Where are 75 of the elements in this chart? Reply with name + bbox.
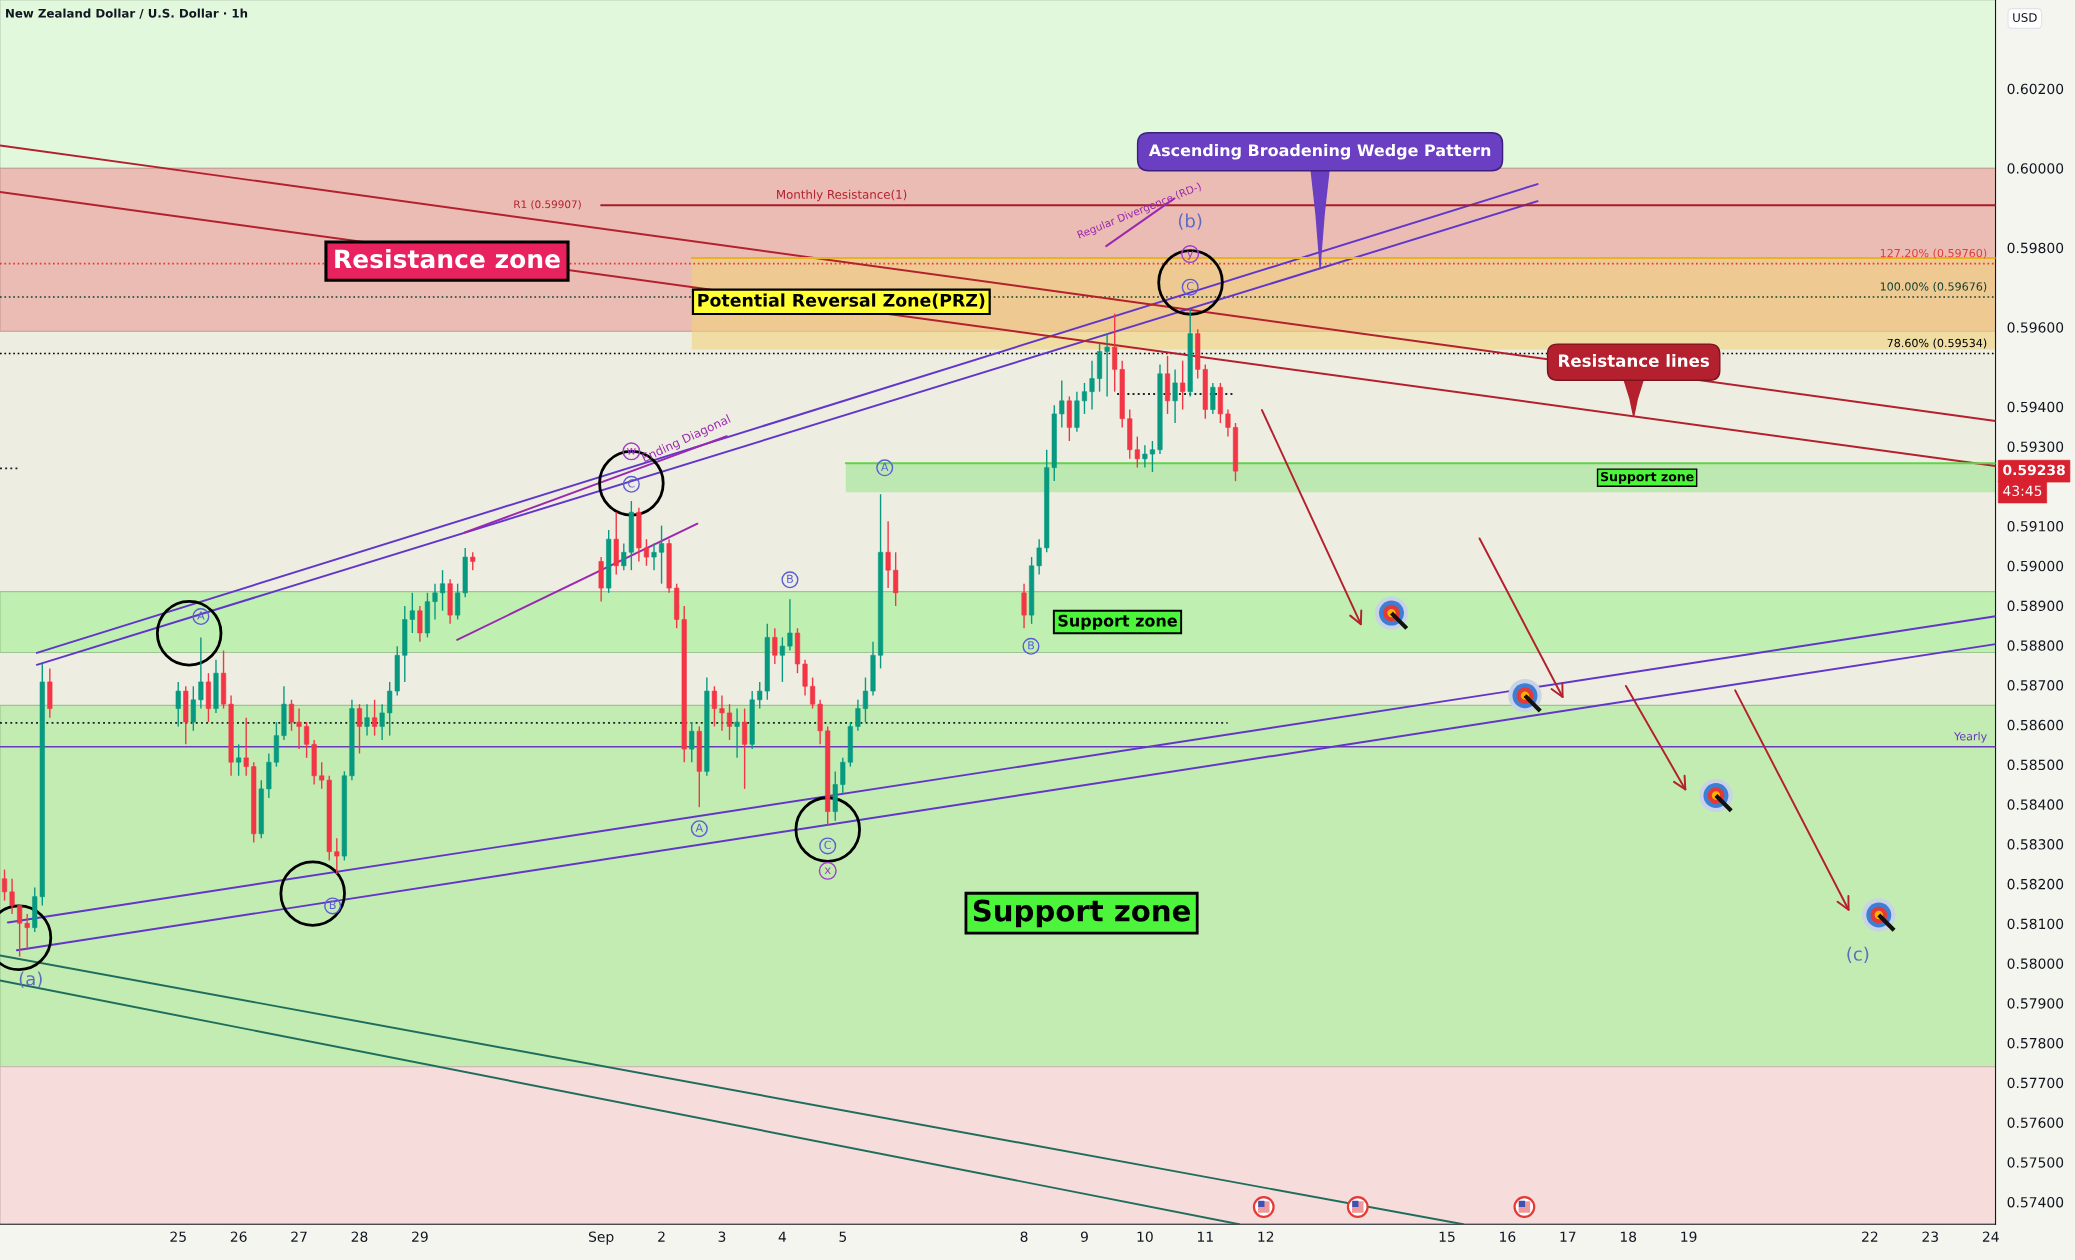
annotation: C xyxy=(824,840,831,850)
y-tick-label: 0.60200 xyxy=(2007,83,2064,95)
x-tick-label: 4 xyxy=(778,1231,787,1242)
x-tick-label: 12 xyxy=(1258,1231,1274,1242)
x-tick-label: 8 xyxy=(1020,1231,1028,1242)
y-tick-label: 0.57800 xyxy=(2007,1037,2064,1049)
y-tick-label: 0.58600 xyxy=(2007,719,2064,731)
annotation: A xyxy=(695,823,704,832)
ref-line-label: Yearly xyxy=(1953,731,1987,743)
y-tick-label: 0.58800 xyxy=(2007,640,2064,651)
annotation: (b) xyxy=(1178,213,1202,230)
y-tick-label: 0.58700 xyxy=(2007,680,2064,691)
x-tick-label: 24 xyxy=(1982,1231,1999,1242)
annotation: (c) xyxy=(1847,946,1869,963)
x-tick-label: Sep xyxy=(588,1231,614,1245)
annotation: A xyxy=(881,462,889,471)
annotation: Ascending Broadening Wedge Pattern xyxy=(1148,143,1491,160)
annotation: Support zone xyxy=(1600,471,1694,484)
annotation: R1 (0.59907) xyxy=(514,200,581,210)
text: New Zealand Dollar / U.S. Dollar · 1h xyxy=(6,8,248,19)
ref-line-label: 100.00% (0.59676) xyxy=(1880,282,1987,293)
annotation: C xyxy=(1186,281,1194,291)
y-tick-label: 0.58200 xyxy=(2007,878,2064,890)
text: 43:45 xyxy=(2003,485,2042,497)
annotation: B xyxy=(787,574,793,583)
y-tick-label: 0.57600 xyxy=(2007,1117,2064,1128)
y-tick-label: 0.59600 xyxy=(2007,322,2064,333)
x-tick-label: 5 xyxy=(839,1231,847,1242)
y-tick-label: 0.59800 xyxy=(2007,242,2064,254)
ref-line-label: 78.60% (0.59534) xyxy=(1887,338,1987,349)
ref-line-label: 127.20% (0.59760) xyxy=(1880,248,1987,259)
x-tick-label: 2 xyxy=(658,1231,665,1242)
y-tick-label: 0.58000 xyxy=(2007,958,2064,969)
y-tick-label: 0.60000 xyxy=(2007,163,2064,174)
annotation: B xyxy=(329,900,336,909)
x-tick-label: 25 xyxy=(170,1231,186,1242)
annotation: x xyxy=(824,867,831,875)
text: 0.59238 xyxy=(2003,464,2065,476)
x-tick-label: 22 xyxy=(1862,1231,1878,1242)
y-tick-label: 0.58400 xyxy=(2007,799,2064,810)
y-tick-label: 0.58500 xyxy=(2007,759,2064,771)
y-tick-label: 0.59400 xyxy=(2007,401,2064,413)
y-tick-label: 0.57700 xyxy=(2007,1077,2064,1089)
annotation: B xyxy=(1028,641,1035,650)
annotation: (a) xyxy=(19,971,42,988)
x-tick-label: 26 xyxy=(230,1231,247,1242)
y-tick-label: 0.58900 xyxy=(2007,600,2064,612)
x-tick-label: 23 xyxy=(1922,1231,1939,1242)
y-tick-label: 0.57500 xyxy=(2007,1157,2064,1168)
y-tick-label: 0.57900 xyxy=(2007,998,2064,1009)
band-label: Resistance zone xyxy=(335,249,560,269)
annotation: Monthly Resistance(1) xyxy=(777,189,907,202)
x-tick-label: 15 xyxy=(1439,1231,1455,1242)
x-tick-label: 11 xyxy=(1197,1231,1213,1242)
y-tick-label: 0.59300 xyxy=(2007,441,2064,452)
x-tick-label: 29 xyxy=(412,1231,428,1242)
x-tick-label: 18 xyxy=(1620,1231,1637,1242)
x-tick-label: 10 xyxy=(1137,1231,1153,1242)
x-tick-label: 16 xyxy=(1500,1231,1516,1242)
x-tick-label: 3 xyxy=(718,1231,726,1242)
annotation: Resistance lines xyxy=(1559,354,1710,367)
y-tick-label: 0.58300 xyxy=(2007,839,2064,850)
x-tick-label: 17 xyxy=(1560,1231,1576,1242)
x-tick-label: 19 xyxy=(1681,1231,1697,1242)
y-tick-label: 0.59000 xyxy=(2007,560,2064,572)
y-tick-label: 0.59100 xyxy=(2007,521,2064,532)
x-tick-label: 28 xyxy=(351,1231,368,1242)
x-tick-label: 9 xyxy=(1080,1231,1088,1242)
annotation: Potential Reversal Zone(PRZ) xyxy=(698,293,985,309)
band-label: Support zone xyxy=(1058,614,1177,630)
y-tick-label: 0.57400 xyxy=(2007,1196,2064,1208)
y-tick-label: 0.58100 xyxy=(2007,918,2064,930)
band-label: Support zone xyxy=(973,899,1190,928)
y-axis-title: USD xyxy=(2013,13,2037,22)
x-tick-label: 27 xyxy=(291,1231,307,1242)
